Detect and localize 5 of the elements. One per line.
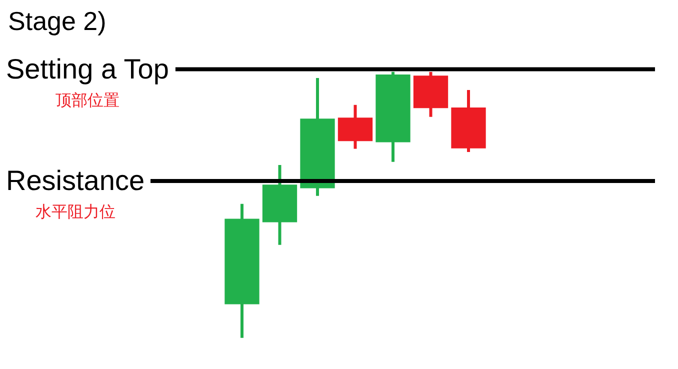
chart-title: Stage 2) bbox=[8, 6, 106, 36]
text: 顶部位置 bbox=[56, 90, 120, 110]
ref-line-label: Resistance bbox=[6, 164, 145, 196]
text: 水平阻力位 bbox=[35, 202, 116, 221]
ref-line-label: Setting a Top bbox=[6, 53, 169, 84]
